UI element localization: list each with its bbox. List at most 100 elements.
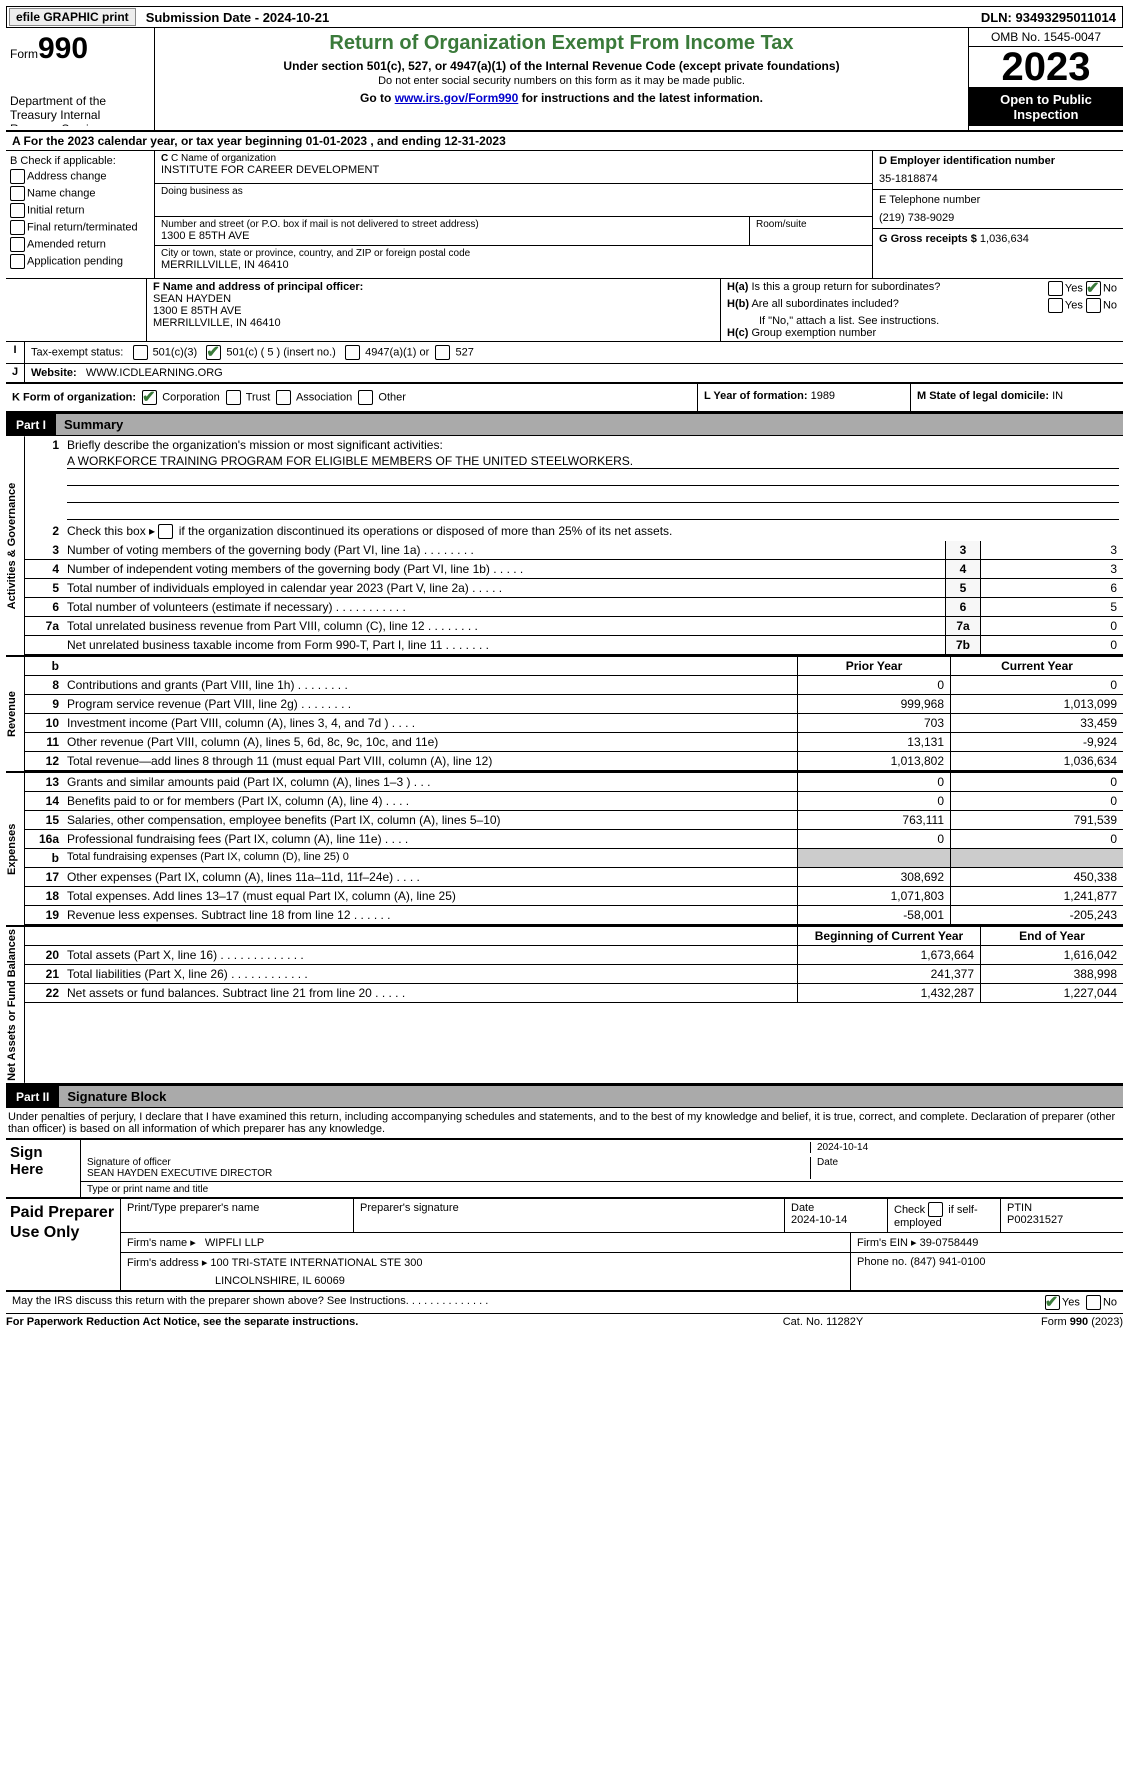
- tax-year: 2023: [969, 47, 1123, 88]
- year-formation: 1989: [811, 390, 835, 402]
- check-name-change[interactable]: [10, 186, 25, 201]
- org-name: INSTITUTE FOR CAREER DEVELOPMENT: [161, 164, 866, 176]
- q4: Number of independent voting members of …: [63, 560, 945, 578]
- ha-no[interactable]: [1086, 281, 1101, 296]
- gross-label: G Gross receipts $: [879, 233, 977, 245]
- preparer-block: Paid Preparer Use Only Print/Type prepar…: [6, 1197, 1123, 1292]
- lbl-501c3: 501(c)(3): [153, 346, 198, 358]
- e22: 1,227,044: [980, 984, 1123, 1002]
- perjury-text: Under penalties of perjury, I declare th…: [6, 1107, 1123, 1138]
- discuss-yes[interactable]: [1045, 1295, 1060, 1310]
- lbl-527: 527: [455, 346, 473, 358]
- may-discuss-row: May the IRS discuss this return with the…: [6, 1292, 1123, 1314]
- q20: Total assets (Part X, line 16) . . . . .…: [63, 946, 797, 964]
- phone-value: (219) 738-9029: [879, 212, 1117, 224]
- check-app-pending[interactable]: [10, 254, 25, 269]
- c18: 1,241,877: [950, 887, 1123, 905]
- section-expenses: Expenses 13Grants and similar amounts pa…: [6, 771, 1123, 925]
- check-other[interactable]: [358, 390, 373, 405]
- form-subtitle-2: Do not enter social security numbers on …: [161, 75, 962, 87]
- ein-value: 35-1818874: [879, 173, 1117, 185]
- check-initial-return[interactable]: [10, 203, 25, 218]
- check-501c[interactable]: [206, 345, 221, 360]
- firm-ein: 39-0758449: [920, 1237, 979, 1249]
- hdr-prior: Prior Year: [797, 657, 950, 675]
- lbl-final-return: Final return/terminated: [27, 221, 138, 233]
- city-label: City or town, state or province, country…: [161, 248, 866, 259]
- state-domicile-label: M State of legal domicile:: [917, 390, 1049, 402]
- check-final-return[interactable]: [10, 220, 25, 235]
- check-501c3[interactable]: [133, 345, 148, 360]
- form-number: 990: [38, 32, 88, 65]
- form-prefix: Form: [10, 47, 38, 61]
- sig-date-label: Date: [817, 1157, 1117, 1168]
- hc-q: Group exemption number: [751, 327, 876, 339]
- part-2-header: Part II Signature Block: [6, 1083, 1123, 1107]
- lbl-assoc: Association: [296, 391, 352, 403]
- ha-q: Is this a group return for subordinates?: [751, 281, 940, 293]
- prep-h1: Print/Type preparer's name: [127, 1202, 259, 1214]
- discuss-no[interactable]: [1086, 1295, 1101, 1310]
- check-assoc[interactable]: [276, 390, 291, 405]
- p18: 1,071,803: [797, 887, 950, 905]
- website-label: Website:: [31, 367, 77, 379]
- check-discontinued[interactable]: [158, 524, 173, 539]
- q9: Program service revenue (Part VIII, line…: [63, 695, 797, 713]
- box-b-label: B Check if applicable:: [10, 155, 150, 167]
- check-4947[interactable]: [345, 345, 360, 360]
- lbl-app-pending: Application pending: [27, 255, 123, 267]
- q18: Total expenses. Add lines 13–17 (must eq…: [63, 887, 797, 905]
- q15: Salaries, other compensation, employee b…: [63, 811, 797, 829]
- p15: 763,111: [797, 811, 950, 829]
- section-revenue: Revenue bPrior YearCurrent Year 8Contrib…: [6, 655, 1123, 771]
- c19: -205,243: [950, 906, 1123, 924]
- dba-label: Doing business as: [161, 186, 866, 197]
- page-footer: For Paperwork Reduction Act Notice, see …: [6, 1314, 1123, 1328]
- org-city: MERRILLVILLE, IN 46410: [161, 259, 866, 271]
- lbl-name-change: Name change: [27, 187, 96, 199]
- firm-name: WIPFLI LLP: [205, 1237, 264, 1249]
- cat-no: Cat. No. 11282Y: [723, 1316, 923, 1328]
- q2-rest: if the organization discontinued its ope…: [179, 524, 673, 538]
- goto-post: for instructions and the latest informat…: [518, 91, 763, 105]
- officer-label: F Name and address of principal officer:: [153, 281, 363, 293]
- sig-officer-label: Signature of officer: [87, 1157, 810, 1168]
- name-label: C Name of organization: [171, 153, 276, 164]
- v3: 3: [981, 541, 1123, 559]
- form-subtitle-1: Under section 501(c), 527, or 4947(a)(1)…: [161, 59, 962, 73]
- q2-label: Check this box ▸: [67, 524, 155, 538]
- tax-exempt-label: Tax-exempt status:: [31, 346, 123, 358]
- p9: 999,968: [797, 695, 950, 713]
- q3: Number of voting members of the governin…: [63, 541, 945, 559]
- lbl-trust: Trust: [246, 391, 271, 403]
- q7b: Net unrelated business taxable income fr…: [63, 636, 945, 654]
- mission-text: A WORKFORCE TRAINING PROGRAM FOR ELIGIBL…: [67, 454, 1119, 469]
- hb-no[interactable]: [1086, 298, 1101, 313]
- check-amended[interactable]: [10, 237, 25, 252]
- ha-yes[interactable]: [1048, 281, 1063, 296]
- check-address-change[interactable]: [10, 169, 25, 184]
- paperwork-notice: For Paperwork Reduction Act Notice, see …: [6, 1316, 723, 1328]
- org-address: 1300 E 85TH AVE: [161, 230, 743, 242]
- check-corp[interactable]: [142, 390, 157, 405]
- c12: 1,036,634: [950, 752, 1123, 770]
- sign-block: Sign Here 2024-10-14 Signature of office…: [6, 1138, 1123, 1197]
- check-trust[interactable]: [226, 390, 241, 405]
- hb-yes[interactable]: [1048, 298, 1063, 313]
- addr-label: Number and street (or P.O. box if mail i…: [161, 219, 743, 230]
- p12: 1,013,802: [797, 752, 950, 770]
- row-j: J Website: WWW.ICDLEARNING.ORG: [6, 363, 1123, 383]
- c11: -9,924: [950, 733, 1123, 751]
- check-self-employed[interactable]: [928, 1202, 943, 1217]
- p8: 0: [797, 676, 950, 694]
- lbl-501c: 501(c) ( 5 ) (insert no.): [226, 346, 335, 358]
- check-527[interactable]: [435, 345, 450, 360]
- hdr-begin: Beginning of Current Year: [797, 927, 980, 945]
- efile-graphic-print-button[interactable]: efile GRAPHIC print: [9, 8, 136, 26]
- b22: 1,432,287: [797, 984, 980, 1002]
- q21: Total liabilities (Part X, line 26) . . …: [63, 965, 797, 983]
- v7b: 0: [981, 636, 1123, 654]
- irs-link[interactable]: www.irs.gov/Form990: [395, 91, 519, 105]
- row-klm: K Form of organization: Corporation Trus…: [6, 383, 1123, 411]
- part-1-num: Part I: [6, 415, 56, 435]
